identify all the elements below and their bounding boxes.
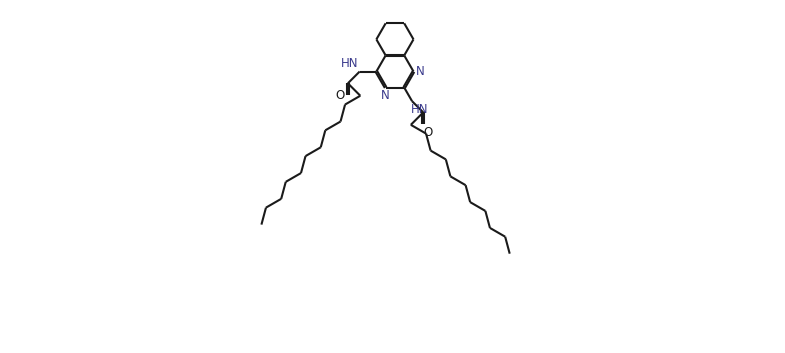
- Text: O: O: [336, 89, 345, 102]
- Text: N: N: [415, 65, 424, 78]
- Text: HN: HN: [411, 103, 429, 116]
- Text: O: O: [424, 126, 433, 139]
- Text: N: N: [381, 89, 389, 102]
- Text: HN: HN: [341, 57, 358, 70]
